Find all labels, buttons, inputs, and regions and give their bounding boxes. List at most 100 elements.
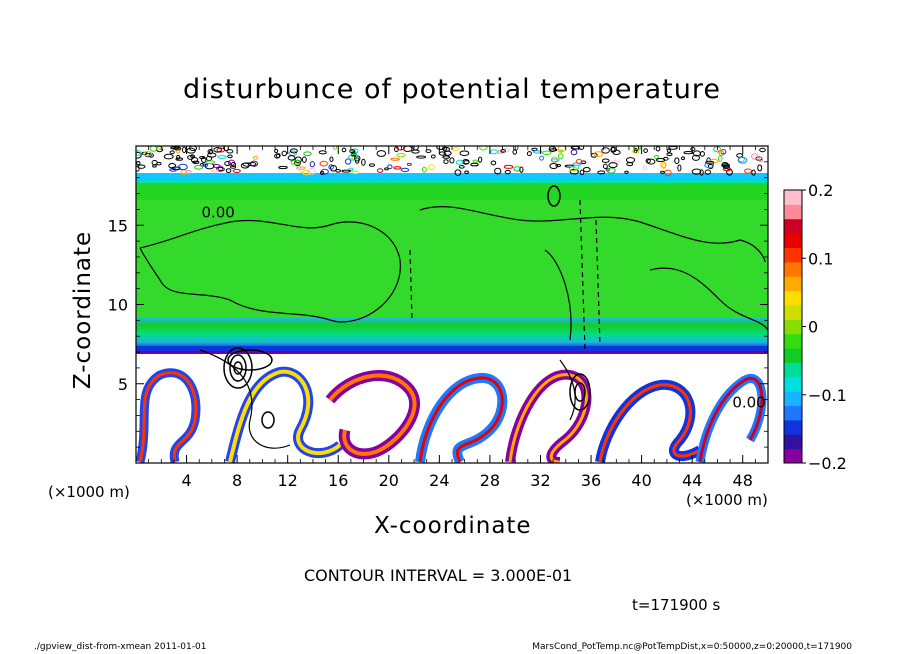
plume-3-core	[328, 373, 417, 456]
noise-mark	[332, 146, 338, 150]
dense-contour-blobs	[223, 185, 591, 429]
noise-mark	[737, 156, 748, 164]
contour-upper-3	[544, 249, 572, 341]
x-tick-label-8: 8	[232, 471, 242, 490]
x-tick-label-44: 44	[682, 471, 702, 490]
noise-mark	[412, 146, 419, 151]
noise-mark	[436, 146, 446, 150]
x-tick-label-20: 20	[379, 471, 399, 490]
noise-mark	[532, 150, 543, 154]
noise-mark	[318, 150, 327, 155]
noise-mark	[550, 158, 560, 162]
x-axis-ticks: 4 8 12 16 20 24 28 32 36 40 44 48	[148, 146, 756, 490]
field-white-gap	[136, 354, 768, 364]
chart-title: disturbunce of potential temperature	[183, 74, 721, 105]
field-blue-edge	[136, 346, 768, 352]
noise-mark	[454, 169, 462, 177]
colorbar-swatch-5	[784, 376, 802, 392]
footer-left: ./gpview_dist-from-xmean 2011-01-01	[34, 642, 207, 652]
noise-mark	[555, 164, 562, 168]
y-tick-label-10: 10	[108, 296, 128, 315]
y-axis-label: Z-coordinate	[70, 230, 96, 390]
noise-mark	[691, 154, 701, 161]
x-tick-label-48: 48	[733, 471, 753, 490]
contour-label-0: 0.00	[201, 203, 234, 221]
noise-mark	[384, 167, 389, 171]
colorbar-swatch-13	[784, 261, 802, 277]
colorbar-swatch-8	[784, 333, 802, 349]
noise-mark	[351, 148, 359, 154]
noise-mark	[744, 168, 752, 174]
x-tick-label-28: 28	[480, 471, 500, 490]
blob-1b	[229, 354, 247, 382]
noise-mark	[136, 165, 140, 172]
contour-labels: 0.00 0.00	[201, 203, 765, 411]
noise-mark	[425, 149, 432, 154]
colorbar-swatch-3	[784, 405, 802, 421]
colorbar-swatch-12	[784, 276, 802, 292]
x-unit-label-right: (×1000 m)	[686, 491, 768, 509]
noise-mark	[605, 167, 610, 172]
noise-mark	[168, 163, 177, 169]
noise-mark	[230, 165, 237, 169]
noise-mark	[348, 167, 354, 172]
noise-mark	[660, 161, 667, 169]
noise-mark	[645, 158, 651, 164]
noise-mark	[186, 170, 192, 175]
colorbar-swatch-11	[784, 290, 802, 306]
noise-mark	[642, 165, 648, 171]
noise-mark	[211, 169, 219, 173]
noise-mark	[351, 156, 356, 160]
noise-mark	[387, 164, 393, 170]
noise-mark	[301, 156, 307, 163]
noise-mark	[721, 163, 731, 168]
noise-mark	[302, 169, 311, 176]
noise-mark	[192, 160, 200, 164]
noise-mark	[205, 160, 216, 165]
noise-mark	[182, 146, 187, 154]
noise-mark	[655, 158, 666, 162]
contour-upper-2	[419, 206, 766, 263]
colorbar: 0.2 0.1 0 −0.1 −0.2	[783, 181, 847, 473]
noise-mark	[539, 155, 545, 161]
y-axis-ticks: 5 10 15	[108, 161, 768, 448]
noise-mark	[666, 152, 673, 157]
noise-mark	[296, 166, 306, 170]
noise-mark	[341, 147, 347, 153]
plume-4-core	[418, 376, 504, 463]
noise-mark	[361, 158, 366, 166]
noise-mark	[152, 164, 157, 168]
noise-mark	[240, 162, 250, 169]
x-tick-label-32: 32	[530, 471, 550, 490]
noise-mark	[470, 162, 479, 167]
noise-mark	[718, 155, 723, 162]
noise-mark	[143, 151, 153, 157]
noise-mark	[376, 168, 384, 173]
x-tick-label-24: 24	[429, 471, 449, 490]
contour-interval-note: CONTOUR INTERVAL = 3.000E-01	[304, 566, 573, 585]
field-teal-band	[136, 318, 768, 348]
noise-mark	[351, 170, 359, 175]
noise-mark	[690, 147, 696, 152]
noise-mark	[201, 156, 207, 163]
contour-lower-2	[559, 359, 576, 421]
blob-1c	[233, 361, 243, 375]
colorbar-swatch-0	[784, 448, 802, 464]
noise-mark	[452, 146, 460, 152]
noise-mark	[751, 153, 759, 160]
noise-mark	[526, 151, 532, 157]
noise-mark	[169, 167, 177, 172]
contour-lines	[139, 199, 768, 449]
noise-mark	[344, 158, 352, 165]
noise-mark	[655, 146, 661, 152]
colorbar-swatch-4	[784, 391, 802, 407]
noise-mark	[512, 149, 518, 155]
noise-mark	[406, 162, 412, 166]
colorbar-swatch-6	[784, 362, 802, 378]
noise-mark	[299, 166, 305, 173]
noise-mark	[232, 168, 241, 173]
noise-mark	[442, 155, 451, 159]
colorbar-tick-label-2: 0	[808, 318, 818, 337]
noise-mark	[307, 167, 316, 175]
noise-mark	[400, 167, 410, 173]
